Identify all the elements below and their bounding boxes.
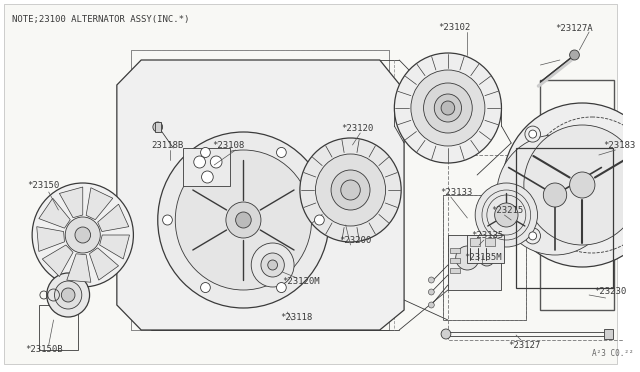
Circle shape [441,329,451,339]
Circle shape [475,183,538,247]
Polygon shape [100,235,129,259]
Circle shape [628,232,636,240]
Circle shape [525,228,541,244]
Circle shape [276,147,286,157]
Text: *23150B: *23150B [26,346,63,355]
Polygon shape [39,198,70,228]
Circle shape [252,243,294,287]
Circle shape [211,156,222,168]
Bar [450,258,460,263]
Circle shape [226,202,261,238]
Bar [450,268,460,273]
Polygon shape [36,227,65,251]
Text: *23200: *23200 [339,235,371,244]
Circle shape [54,281,82,309]
Text: *23120: *23120 [340,124,373,132]
Polygon shape [98,204,129,231]
Circle shape [628,130,636,138]
Circle shape [495,203,518,227]
Text: *23135: *23135 [471,231,504,240]
Circle shape [529,232,536,240]
Circle shape [200,283,211,292]
Circle shape [624,228,639,244]
Text: *23102: *23102 [438,22,470,32]
Circle shape [543,183,566,207]
Text: *23133: *23133 [440,187,472,196]
Bar [448,235,502,290]
Polygon shape [60,187,83,218]
Circle shape [175,150,312,290]
Circle shape [268,260,278,270]
Circle shape [65,217,100,253]
Circle shape [194,156,205,168]
Circle shape [200,147,211,157]
Bar [155,122,161,132]
Circle shape [61,288,75,302]
Circle shape [411,70,485,146]
Bar [485,238,495,246]
Text: 23118B: 23118B [151,141,183,150]
Text: *23150: *23150 [28,180,60,189]
Circle shape [314,215,324,225]
Circle shape [441,101,455,115]
Text: *23183: *23183 [604,141,636,150]
Circle shape [236,212,252,228]
Text: *23215: *23215 [491,205,523,215]
Circle shape [435,94,461,122]
Text: *23230: *23230 [594,288,626,296]
Circle shape [47,273,90,317]
Polygon shape [67,254,91,282]
Circle shape [276,283,286,292]
Bar [470,238,480,246]
Text: A²3 C0.²²: A²3 C0.²² [592,349,634,358]
Circle shape [428,277,435,283]
Bar [540,80,614,310]
Circle shape [316,154,385,226]
Circle shape [479,250,495,266]
Bar [183,148,230,186]
Circle shape [456,246,479,270]
Text: *23108: *23108 [212,141,244,150]
Circle shape [624,126,639,142]
Polygon shape [42,245,73,276]
Circle shape [529,130,536,138]
Bar [450,248,460,253]
Circle shape [32,183,133,287]
Text: *23127A: *23127A [555,23,593,32]
Circle shape [428,289,435,295]
Text: NOTE;23100 ALTERNATOR ASSY(INC.*): NOTE;23100 ALTERNATOR ASSY(INC.*) [12,15,189,24]
Polygon shape [90,248,118,280]
Circle shape [428,302,435,308]
Circle shape [502,103,640,267]
Circle shape [570,50,579,60]
Circle shape [331,170,370,210]
Circle shape [75,227,90,243]
Text: *23127: *23127 [508,340,541,350]
Circle shape [497,135,613,255]
Circle shape [157,132,329,308]
Text: *23120M: *23120M [282,278,320,286]
Circle shape [153,122,163,132]
Bar [516,148,613,288]
Circle shape [300,138,401,242]
Circle shape [524,125,640,245]
Text: *23135M: *23135M [465,253,502,263]
Circle shape [340,180,360,200]
Bar [467,235,504,263]
Text: *23118: *23118 [280,314,313,323]
Circle shape [570,172,595,198]
Bar [604,329,613,339]
Circle shape [163,215,172,225]
Circle shape [261,253,284,277]
Circle shape [202,171,213,183]
Circle shape [525,126,541,142]
Polygon shape [117,60,404,330]
Bar [39,305,78,350]
Circle shape [394,53,502,163]
Circle shape [424,83,472,133]
Polygon shape [86,188,113,220]
